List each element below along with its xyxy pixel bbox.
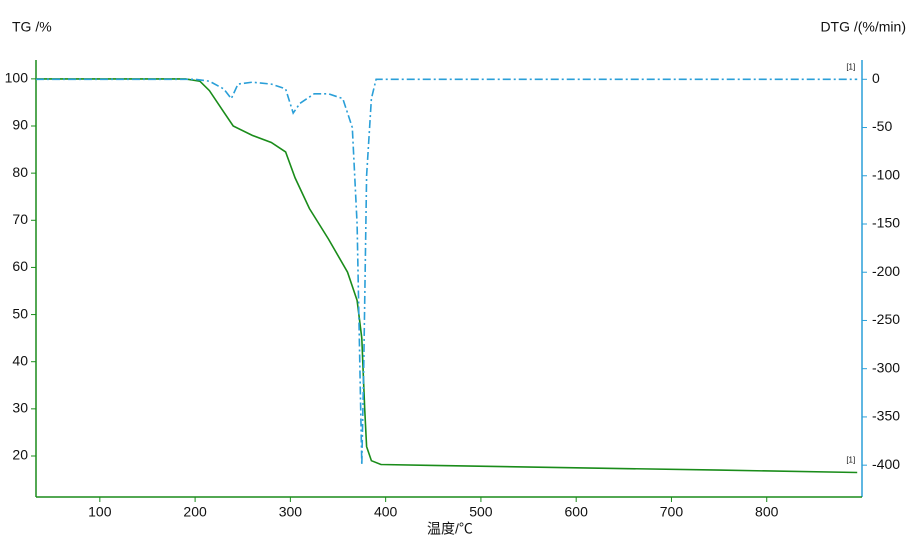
y-tick-label: 100 (5, 70, 29, 86)
y2-tick-label: 0 (872, 70, 880, 86)
x-tick-label: 100 (88, 504, 112, 520)
y2-tick-label: -50 (872, 118, 892, 134)
x-tick-label: 700 (660, 504, 684, 520)
y-tick-label: 50 (12, 305, 28, 321)
y2-tick-label: -400 (872, 456, 900, 472)
y2-tick-label: -100 (872, 166, 900, 182)
y-tick-label: 60 (12, 258, 28, 274)
y2-tick-label: -200 (872, 263, 900, 279)
y-tick-label: 70 (12, 211, 28, 227)
x-axis-title: 温度/℃ (427, 521, 473, 537)
y-tick-label: 90 (12, 117, 28, 133)
series-end-label: [1] (846, 62, 855, 71)
data-line (36, 78, 858, 466)
x-tick-label: 300 (279, 504, 303, 520)
y2-tick-label: -150 (872, 215, 900, 231)
y2-tick-label: -250 (872, 311, 900, 327)
y2-tick-label: -300 (872, 359, 900, 375)
x-tick-label: 400 (374, 504, 398, 520)
x-tick-label: 600 (565, 504, 589, 520)
x-tick-label: 800 (755, 504, 779, 520)
y-tick-label: 80 (12, 164, 28, 180)
y-axis-title: TG /% (12, 19, 52, 35)
x-tick-label: 500 (469, 504, 493, 520)
data-line (36, 78, 858, 474)
y-tick-label: 30 (12, 400, 28, 416)
x-tick-label: 200 (183, 504, 207, 520)
series-end-label: [1] (846, 456, 855, 465)
y2-axis-title: DTG /(%/min) (820, 19, 906, 35)
y-tick-label: 20 (12, 447, 28, 463)
y2-tick-label: -350 (872, 408, 900, 424)
y-tick-label: 40 (12, 352, 28, 368)
